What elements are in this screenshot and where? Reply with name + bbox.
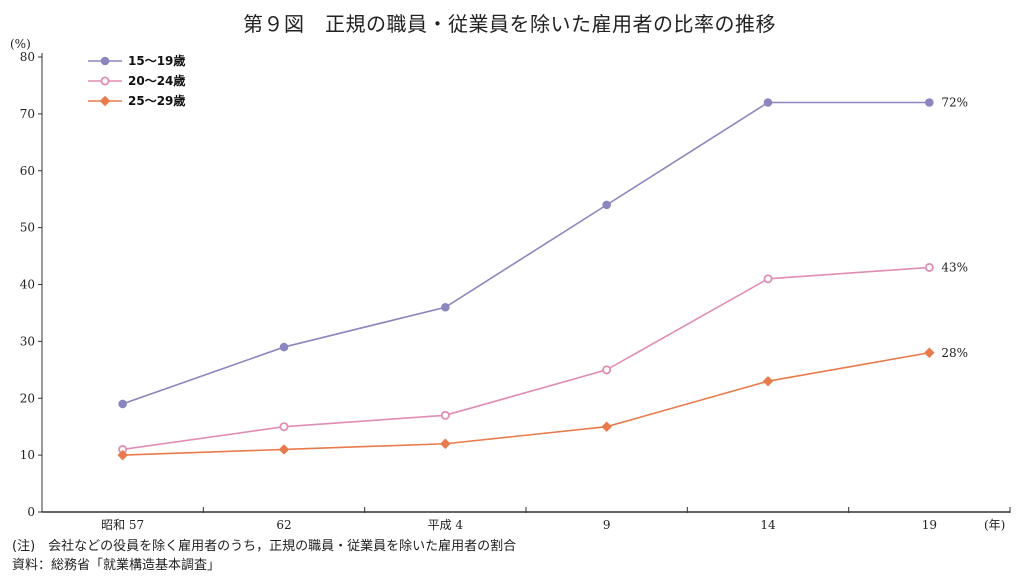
legend-item-1: 15～19歳 <box>88 53 185 68</box>
legend-marker <box>100 76 110 86</box>
source-text: 資料：総務省「就業構造基本調査」 <box>12 558 221 573</box>
legend-item-2: 20～24歳 <box>88 73 185 88</box>
y-tick-label: 50 <box>20 221 35 235</box>
y-tick-label: 70 <box>20 107 35 121</box>
x-tick-label: 9 <box>603 518 611 532</box>
x-tick-label: 62 <box>276 518 291 532</box>
footnotes: (注) 会社などの役員を除く雇用者のうち，正規の職員・従業員を除いた雇用者の割合… <box>12 537 516 575</box>
data-point <box>440 438 451 449</box>
y-tick-label: 60 <box>20 164 35 178</box>
note-text: (注) 会社などの役員を除く雇用者のうち，正規の職員・従業員を除いた雇用者の割合 <box>12 539 517 554</box>
end-value-label: 72% <box>941 96 968 110</box>
legend-label: 15～19歳 <box>128 53 185 68</box>
data-point <box>279 342 289 352</box>
x-tick-label: 昭和 57 <box>101 518 144 532</box>
y-tick-label: 80 <box>20 50 35 64</box>
data-point <box>925 98 934 107</box>
series-3: 28% <box>117 346 968 461</box>
data-point <box>440 410 450 420</box>
x-tick-label: 14 <box>760 518 776 532</box>
data-point <box>762 375 774 387</box>
data-point <box>763 98 773 107</box>
chart-title: 第９図 正規の職員・従業員を除いた雇用者の比率の推移 <box>243 12 776 36</box>
x-tick-label: 平成 4 <box>428 518 464 532</box>
data-point <box>601 421 612 432</box>
x-tick-label: 19 <box>922 518 937 532</box>
data-point <box>278 444 290 455</box>
end-value-label: 28% <box>941 346 968 360</box>
series-layer: 72% 43% 28% <box>117 96 968 461</box>
y-tick-label: 20 <box>20 391 35 405</box>
legend-marker <box>100 56 110 66</box>
data-point <box>763 274 773 284</box>
data-point <box>924 262 934 272</box>
series-1: 72% <box>118 96 968 409</box>
data-point <box>118 399 127 409</box>
data-point <box>602 365 612 375</box>
data-point <box>279 422 289 432</box>
y-tick-label: 10 <box>20 448 35 462</box>
series-line <box>122 101 930 405</box>
data-point <box>441 302 450 312</box>
data-point <box>117 449 128 461</box>
end-value-label: 43% <box>941 260 968 274</box>
legend-label: 25～29歳 <box>128 93 185 108</box>
y-axis-unit: (%) <box>10 37 31 51</box>
y-tick-label: 0 <box>27 505 35 519</box>
legend: 15～19歳 20～24歳 25～29歳 <box>88 53 185 108</box>
legend-item-3: 25～29歳 <box>88 93 185 108</box>
series-2: 43% <box>118 260 968 454</box>
axes: 0 10 20 30 40 50 60 70 80(%) 昭和 57 62 平成 4 9 14 19 (年) <box>10 37 1011 532</box>
legend-label: 20～24歳 <box>128 73 185 88</box>
data-point <box>602 200 611 210</box>
x-axis-unit: (年) <box>984 518 1005 532</box>
series-line <box>122 266 930 451</box>
data-point <box>924 347 935 358</box>
y-tick-label: 40 <box>20 278 35 292</box>
y-tick-label: 30 <box>20 334 35 348</box>
legend-marker <box>99 95 111 107</box>
series-line <box>122 351 930 456</box>
